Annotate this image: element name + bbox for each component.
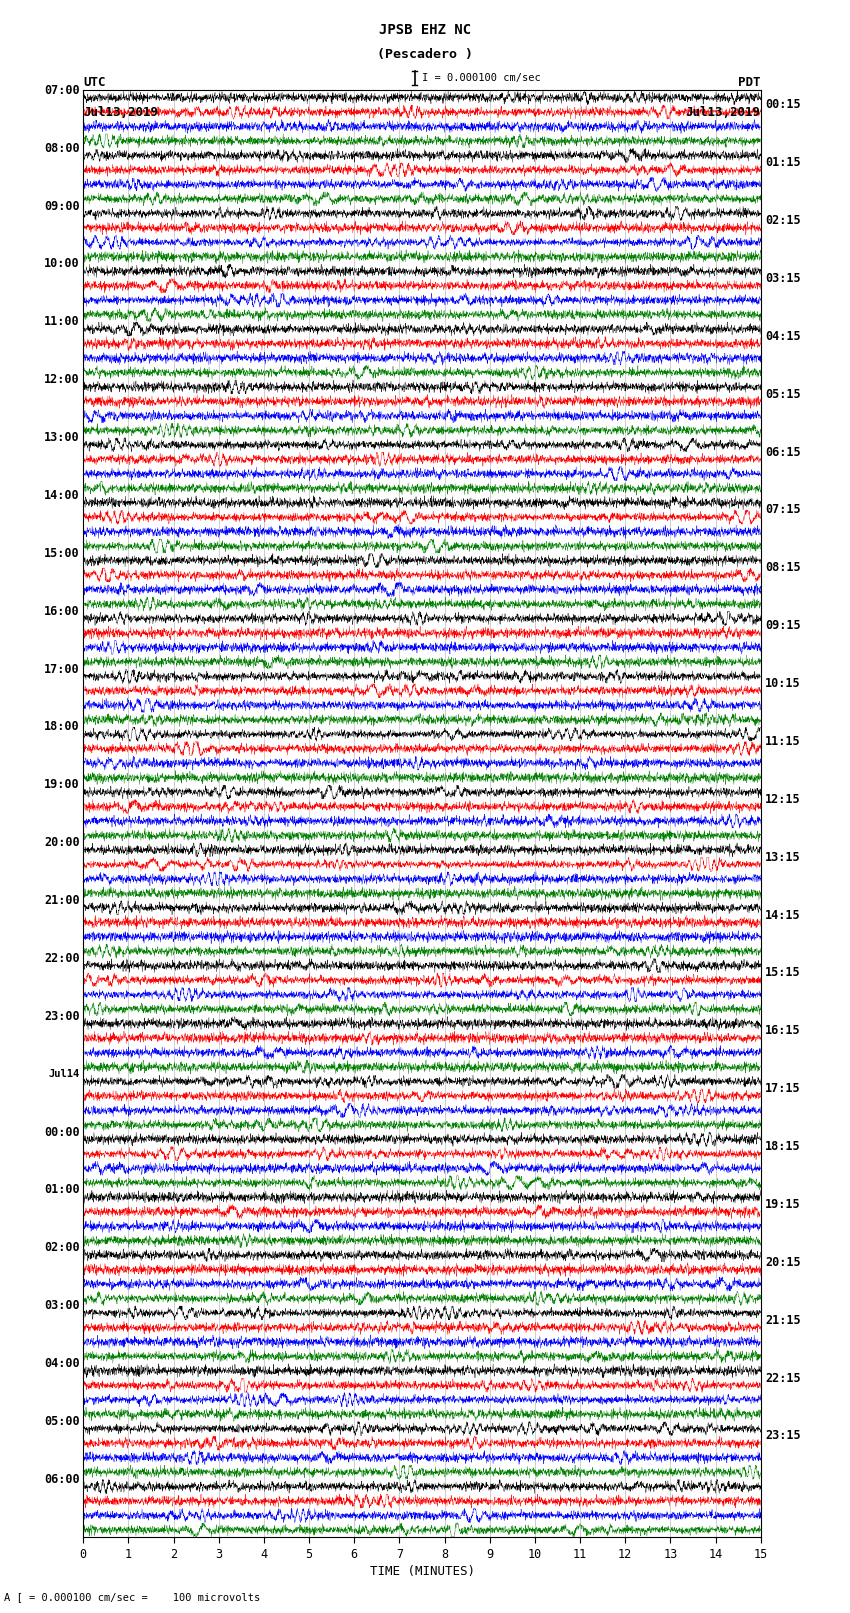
Text: 06:15: 06:15 <box>765 445 801 458</box>
Text: 19:00: 19:00 <box>44 779 80 792</box>
Text: 07:15: 07:15 <box>765 503 801 516</box>
Text: 18:00: 18:00 <box>44 721 80 734</box>
Text: 06:00: 06:00 <box>44 1473 80 1486</box>
X-axis label: TIME (MINUTES): TIME (MINUTES) <box>370 1565 474 1578</box>
Text: 11:00: 11:00 <box>44 315 80 329</box>
Text: JPSB EHZ NC: JPSB EHZ NC <box>379 23 471 37</box>
Text: 13:15: 13:15 <box>765 850 801 863</box>
Text: 05:00: 05:00 <box>44 1415 80 1428</box>
Text: 07:00: 07:00 <box>44 84 80 97</box>
Text: 12:15: 12:15 <box>765 794 801 806</box>
Text: 12:00: 12:00 <box>44 373 80 386</box>
Text: 15:15: 15:15 <box>765 966 801 979</box>
Text: 20:15: 20:15 <box>765 1257 801 1269</box>
Text: 02:15: 02:15 <box>765 215 801 227</box>
Text: 09:00: 09:00 <box>44 200 80 213</box>
Text: 08:15: 08:15 <box>765 561 801 574</box>
Text: UTC: UTC <box>83 76 105 89</box>
Text: A [ = 0.000100 cm/sec =    100 microvolts: A [ = 0.000100 cm/sec = 100 microvolts <box>4 1592 260 1602</box>
Text: 22:00: 22:00 <box>44 952 80 965</box>
Text: 01:15: 01:15 <box>765 156 801 169</box>
Text: 20:00: 20:00 <box>44 836 80 848</box>
Text: 00:00: 00:00 <box>44 1126 80 1139</box>
Text: Jul13,2019: Jul13,2019 <box>686 106 761 119</box>
Text: 23:15: 23:15 <box>765 1429 801 1442</box>
Text: 04:00: 04:00 <box>44 1357 80 1369</box>
Text: 11:15: 11:15 <box>765 736 801 748</box>
Text: 00:15: 00:15 <box>765 98 801 111</box>
Text: 02:00: 02:00 <box>44 1242 80 1255</box>
Text: 03:15: 03:15 <box>765 273 801 286</box>
Text: 21:00: 21:00 <box>44 894 80 907</box>
Text: 09:15: 09:15 <box>765 619 801 632</box>
Text: Jul13,2019: Jul13,2019 <box>83 106 158 119</box>
Text: 01:00: 01:00 <box>44 1184 80 1197</box>
Text: 17:15: 17:15 <box>765 1082 801 1095</box>
Text: 23:00: 23:00 <box>44 1010 80 1023</box>
Text: 13:00: 13:00 <box>44 431 80 444</box>
Text: Jul14: Jul14 <box>48 1069 80 1079</box>
Text: I = 0.000100 cm/sec: I = 0.000100 cm/sec <box>422 73 541 84</box>
Text: 14:15: 14:15 <box>765 908 801 921</box>
Text: 21:15: 21:15 <box>765 1313 801 1326</box>
Text: 10:15: 10:15 <box>765 677 801 690</box>
Text: 05:15: 05:15 <box>765 387 801 400</box>
Text: 22:15: 22:15 <box>765 1371 801 1384</box>
Text: PDT: PDT <box>739 76 761 89</box>
Text: 08:00: 08:00 <box>44 142 80 155</box>
Text: 16:00: 16:00 <box>44 605 80 618</box>
Text: 04:15: 04:15 <box>765 329 801 344</box>
Text: 10:00: 10:00 <box>44 258 80 271</box>
Text: 18:15: 18:15 <box>765 1140 801 1153</box>
Text: (Pescadero ): (Pescadero ) <box>377 48 473 61</box>
Text: 15:00: 15:00 <box>44 547 80 560</box>
Text: 03:00: 03:00 <box>44 1298 80 1313</box>
Text: 17:00: 17:00 <box>44 663 80 676</box>
Text: 19:15: 19:15 <box>765 1198 801 1211</box>
Text: 16:15: 16:15 <box>765 1024 801 1037</box>
Text: 14:00: 14:00 <box>44 489 80 502</box>
